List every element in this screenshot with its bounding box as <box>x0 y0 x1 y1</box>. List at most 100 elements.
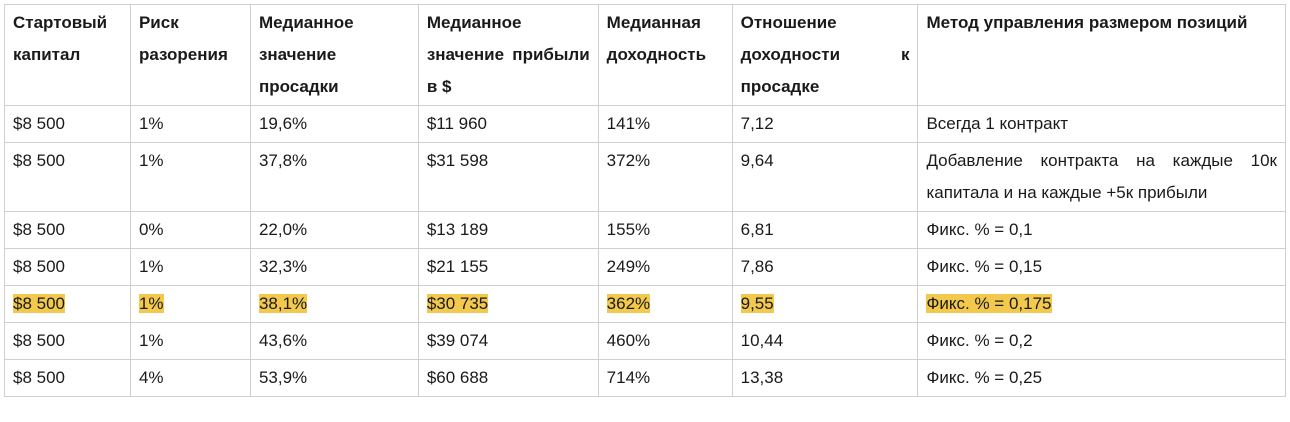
header-cell: Медианное значение просадки <box>249 4 419 106</box>
header-cell: Отношение доходности к просадке <box>731 4 919 106</box>
table-cell: 43,6% <box>249 322 419 360</box>
table-cell: 37,8% <box>249 142 419 212</box>
cell-text: $8 500 <box>13 114 65 133</box>
cell-text: 1% <box>138 114 164 133</box>
table-cell: 38,1% <box>249 285 419 323</box>
cell-text: 9,64 <box>740 151 774 170</box>
cell-text: $30 735 <box>426 294 489 313</box>
table-cell: 1% <box>129 322 251 360</box>
cell-text: 1% <box>138 331 164 350</box>
table-cell: $8 500 <box>4 105 131 143</box>
table-row: $8 500 4% 53,9% $60 688 714% 13,38 Фикс. % = 0… <box>4 359 1286 397</box>
cell-text: 53,9% <box>258 368 308 387</box>
cell-text: Фикс. % = 0,2 <box>926 331 1033 350</box>
table-cell: Фикс. % = 0,1 <box>917 211 1286 249</box>
table-row: $8 500 1% 19,6% $11 960 141% 7,12 Всегда 1 кон… <box>4 105 1286 143</box>
header-cell: Стартовый капитал <box>4 4 131 106</box>
cell-text: $21 155 <box>426 257 489 276</box>
table-row: $8 500 1% 37,8% $31 598 372% 9,64 Добавление к… <box>4 142 1286 212</box>
table-cell: $8 500 <box>4 322 131 360</box>
cell-text: 249% <box>606 257 651 276</box>
table-cell: Фикс. % = 0,25 <box>917 359 1286 397</box>
table-row: $8 500 1% 32,3% $21 155 249% 7,86 Фикс. % = 0,… <box>4 248 1286 286</box>
table-cell: $8 500 <box>4 359 131 397</box>
table-cell: Добавление контракта на каждые 10к капит… <box>917 142 1286 212</box>
header-cell: Медианное значение прибыли в $ <box>417 4 599 106</box>
table-cell: 460% <box>597 322 733 360</box>
cell-text: Фикс. % = 0,175 <box>926 294 1052 313</box>
cell-text: 7,86 <box>740 257 774 276</box>
table-cell: Фикс. % = 0,2 <box>917 322 1286 360</box>
table-cell: Всегда 1 контракт <box>917 105 1286 143</box>
cell-text: $60 688 <box>426 368 489 387</box>
cell-text: 4% <box>138 368 164 387</box>
table-row: $8 500 1% 38,1% $30 735 362% 9,55 Фикс. % = 0,… <box>4 285 1286 323</box>
table-row: $8 500 0% 22,0% $13 189 155% 6,81 Фикс. % = 0,… <box>4 211 1286 249</box>
table-cell: 53,9% <box>249 359 419 397</box>
table-cell: 4% <box>129 359 251 397</box>
cell-text: $8 500 <box>13 331 65 350</box>
cell-text: 32,3% <box>258 257 308 276</box>
cell-text: 1% <box>138 257 164 276</box>
table-cell: $8 500 <box>4 285 131 323</box>
cell-text: 7,12 <box>740 114 774 133</box>
table-cell: 7,86 <box>731 248 919 286</box>
cell-text: 155% <box>606 220 651 239</box>
table-cell: 362% <box>597 285 733 323</box>
table-cell: 141% <box>597 105 733 143</box>
table-cell: 1% <box>129 248 251 286</box>
table-cell: 32,3% <box>249 248 419 286</box>
header-cell: Риск разорения <box>129 4 251 106</box>
table-cell: $39 074 <box>417 322 599 360</box>
table-cell: $60 688 <box>417 359 599 397</box>
table-cell: 9,55 <box>731 285 919 323</box>
cell-text: 6,81 <box>740 220 774 239</box>
table-cell: 13,38 <box>731 359 919 397</box>
cell-text: Всегда 1 контракт <box>926 114 1069 133</box>
cell-text: Фикс. % = 0,25 <box>926 368 1043 387</box>
data-table: Стартовый капитал Риск разорения Медианное… <box>4 4 1286 397</box>
cell-text: $8 500 <box>13 220 65 239</box>
cell-text: 1% <box>138 151 164 170</box>
cell-text: 362% <box>606 294 651 313</box>
table-cell: 10,44 <box>731 322 919 360</box>
cell-text: 1% <box>138 294 164 313</box>
table-row: $8 500 1% 43,6% $39 074 460% 10,44 Фикс. % = 0… <box>4 322 1286 360</box>
table-cell: 22,0% <box>249 211 419 249</box>
cell-text: 141% <box>606 114 651 133</box>
table-cell: Фикс. % = 0,175 <box>917 285 1286 323</box>
table-cell: $30 735 <box>417 285 599 323</box>
table-cell: $11 960 <box>417 105 599 143</box>
header-row: Стартовый капитал Риск разорения Медианное… <box>4 4 1286 106</box>
table-cell: 1% <box>129 105 251 143</box>
table-cell: 6,81 <box>731 211 919 249</box>
cell-text: $13 189 <box>426 220 489 239</box>
table-cell: $31 598 <box>417 142 599 212</box>
table-cell: 155% <box>597 211 733 249</box>
cell-text: 22,0% <box>258 220 308 239</box>
cell-text: Фикс. % = 0,1 <box>926 220 1033 239</box>
table-cell: 249% <box>597 248 733 286</box>
cell-text: 714% <box>606 368 651 387</box>
table-cell: 1% <box>129 142 251 212</box>
cell-text: $39 074 <box>426 331 489 350</box>
table-cell: 372% <box>597 142 733 212</box>
cell-text: 13,38 <box>740 368 784 387</box>
cell-text: 38,1% <box>258 294 308 313</box>
cell-text: 10,44 <box>740 331 784 350</box>
cell-text: 9,55 <box>740 294 774 313</box>
cell-text: 0% <box>138 220 164 239</box>
table-cell: 1% <box>129 285 251 323</box>
cell-text: $8 500 <box>13 368 65 387</box>
cell-text: 37,8% <box>258 151 308 170</box>
table-cell: $21 155 <box>417 248 599 286</box>
header-cell: Метод управления размером позиций <box>917 4 1286 106</box>
table-cell: $8 500 <box>4 248 131 286</box>
cell-text: Добавление контракта на каждые 10к капит… <box>926 151 1277 202</box>
cell-text: 43,6% <box>258 331 308 350</box>
cell-text: 19,6% <box>258 114 308 133</box>
table-cell: 7,12 <box>731 105 919 143</box>
table-cell: $13 189 <box>417 211 599 249</box>
table-body: $8 500 1% 19,6% $11 960 141% 7,12 Всегда 1 кон… <box>4 105 1286 397</box>
